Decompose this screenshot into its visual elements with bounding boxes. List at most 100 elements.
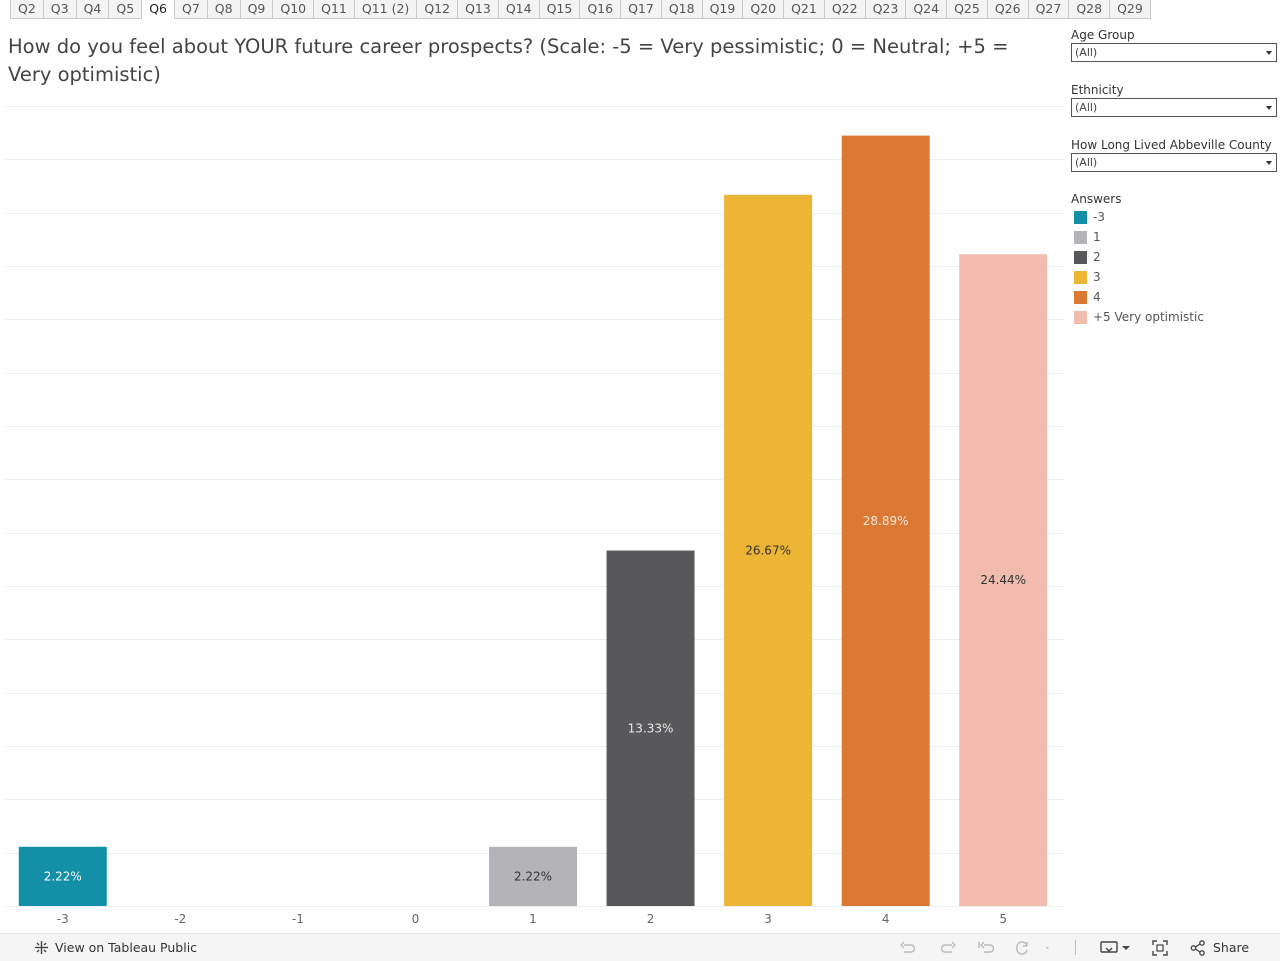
tab-q11-2[interactable]: Q11 (2) <box>354 0 418 18</box>
download-icon[interactable] <box>1100 940 1132 960</box>
bar-1[interactable] <box>489 846 577 906</box>
filter-how-long-lived: How Long Lived Abbeville County (All) <box>1071 138 1277 172</box>
tab-q12[interactable]: Q12 <box>417 0 459 18</box>
legend-label: -3 <box>1093 210 1105 224</box>
chart-x-ticks: -3 -2 -1 0 1 2 3 4 5 <box>57 912 1007 926</box>
refresh-icon[interactable] <box>1015 940 1049 959</box>
x-tick-label: 1 <box>529 912 537 926</box>
bar-3[interactable] <box>724 194 813 907</box>
tableau-logo-icon <box>34 940 49 959</box>
legend-item[interactable]: -3 <box>1071 207 1274 227</box>
legend-swatch <box>1074 230 1087 244</box>
share-button[interactable]: Share <box>1213 940 1250 955</box>
data-label-1: 2.22% <box>514 869 552 883</box>
tab-q17[interactable]: Q17 <box>621 0 662 18</box>
x-tick-label: -3 <box>57 912 69 926</box>
legend-label: 1 <box>1093 230 1101 244</box>
tab-q13[interactable]: Q13 <box>458 0 499 18</box>
redo-icon[interactable] <box>940 940 956 959</box>
legend-item[interactable]: 4 <box>1071 287 1274 307</box>
filter-age-group: Age Group (All) <box>1071 28 1277 62</box>
legend-item[interactable]: +5 Very optimistic <box>1071 307 1274 327</box>
tab-q2[interactable]: Q2 <box>10 0 44 18</box>
legend-item[interactable]: 1 <box>1071 227 1274 247</box>
tab-q14[interactable]: Q14 <box>498 0 540 18</box>
revert-icon[interactable] <box>978 940 996 959</box>
tab-q26[interactable]: Q26 <box>987 0 1029 18</box>
tab-q27[interactable]: Q27 <box>1028 0 1070 18</box>
bar-2[interactable] <box>606 550 695 906</box>
share-icon[interactable] <box>1190 940 1206 960</box>
data-label-3: 26.67% <box>745 543 791 557</box>
dropdown-arrow-icon <box>1266 51 1272 55</box>
x-tick-label: -1 <box>292 912 304 926</box>
tab-q16[interactable]: Q16 <box>580 0 622 18</box>
bar-chart: 2.22% 2.22% 13.33% 26.67% 28.89% 24.44% -3 -2 -… <box>5 106 1064 926</box>
side-panel: Age Group (All) Ethnicity (All) How Long… <box>1071 28 1277 327</box>
tab-q19[interactable]: Q19 <box>702 0 744 18</box>
footer-toolbar: View on Tableau Public Share <box>0 933 1280 961</box>
x-tick-label: -2 <box>174 912 186 926</box>
legend-swatch <box>1074 290 1087 304</box>
tab-q11[interactable]: Q11 <box>314 0 355 18</box>
tab-q21[interactable]: Q21 <box>784 0 825 18</box>
chart-title: How do you feel about YOUR future career… <box>8 35 1009 86</box>
filter-ethnicity: Ethnicity (All) <box>1071 83 1277 117</box>
chart-data-labels: 2.22% 2.22% 13.33% 26.67% 28.89% 24.44% <box>44 514 1026 884</box>
how-long-lived-dropdown[interactable]: (All) <box>1071 153 1277 172</box>
age-group-dropdown[interactable]: (All) <box>1071 43 1277 62</box>
legend-swatch <box>1074 210 1087 224</box>
dropdown-value: (All) <box>1075 156 1098 169</box>
data-label--3: 2.22% <box>44 869 82 883</box>
tab-q23[interactable]: Q23 <box>865 0 907 18</box>
tab-q8[interactable]: Q8 <box>207 0 241 18</box>
tab-q10[interactable]: Q10 <box>273 0 315 18</box>
legend-item[interactable]: 3 <box>1071 267 1274 287</box>
tab-q28[interactable]: Q28 <box>1069 0 1111 18</box>
chart-bars <box>18 135 1048 907</box>
x-tick-label: 0 <box>412 912 420 926</box>
tab-q9[interactable]: Q9 <box>240 0 274 18</box>
filter-label: Age Group <box>1071 28 1135 42</box>
legend-label: 2 <box>1093 250 1101 264</box>
view-on-tableau-link[interactable]: View on Tableau Public <box>55 940 198 955</box>
legend: Answers -3 1 2 3 4 +5 Very optimistic <box>1071 191 1274 327</box>
filter-label: How Long Lived Abbeville County <box>1071 138 1272 152</box>
tab-q4[interactable]: Q4 <box>76 0 110 18</box>
legend-swatch <box>1074 270 1087 284</box>
legend-label: +5 Very optimistic <box>1093 310 1204 324</box>
tab-strip: Q2 Q3 Q4 Q5 Q6 Q7 Q8 Q9 Q10 Q11 Q11 (2) Q12 Q13 Q14 Q1… <box>10 0 1151 19</box>
tab-q25[interactable]: Q25 <box>947 0 988 18</box>
tab-q15[interactable]: Q15 <box>539 0 581 18</box>
data-label-5: 24.44% <box>980 573 1026 587</box>
legend-label: 4 <box>1093 290 1101 304</box>
legend-title: Answers <box>1071 192 1122 206</box>
tab-q18[interactable]: Q18 <box>661 0 703 18</box>
tab-q6[interactable]: Q6 <box>142 0 175 19</box>
dropdown-arrow-icon <box>1266 106 1272 110</box>
tab-q3[interactable]: Q3 <box>43 0 77 18</box>
x-tick-label: 2 <box>647 912 655 926</box>
bar-5[interactable] <box>959 254 1048 906</box>
bar--3[interactable] <box>18 846 107 906</box>
x-tick-label: 4 <box>882 912 890 926</box>
legend-items: -3 1 2 3 4 +5 Very optimistic <box>1071 207 1274 327</box>
tab-q22[interactable]: Q22 <box>824 0 866 18</box>
legend-swatch <box>1074 250 1087 264</box>
bar-4[interactable] <box>841 135 930 907</box>
tab-q5[interactable]: Q5 <box>109 0 143 18</box>
ethnicity-dropdown[interactable]: (All) <box>1071 98 1277 117</box>
tab-q20[interactable]: Q20 <box>743 0 785 18</box>
tab-q7[interactable]: Q7 <box>174 0 208 18</box>
legend-item[interactable]: 2 <box>1071 247 1274 267</box>
data-label-2: 13.33% <box>628 721 674 735</box>
tab-q29[interactable]: Q29 <box>1110 0 1151 18</box>
fullscreen-icon[interactable] <box>1152 940 1168 960</box>
filter-label: Ethnicity <box>1071 83 1124 97</box>
undo-icon[interactable] <box>900 940 916 959</box>
toolbar-divider <box>1075 940 1076 955</box>
tab-bar: Q2 Q3 Q4 Q5 Q6 Q7 Q8 Q9 Q10 Q11 Q11 (2) Q12 Q13 Q14 Q1… <box>0 0 1280 19</box>
dropdown-arrow-icon <box>1266 161 1272 165</box>
tab-q24[interactable]: Q24 <box>906 0 948 18</box>
data-label-4: 28.89% <box>863 514 909 528</box>
